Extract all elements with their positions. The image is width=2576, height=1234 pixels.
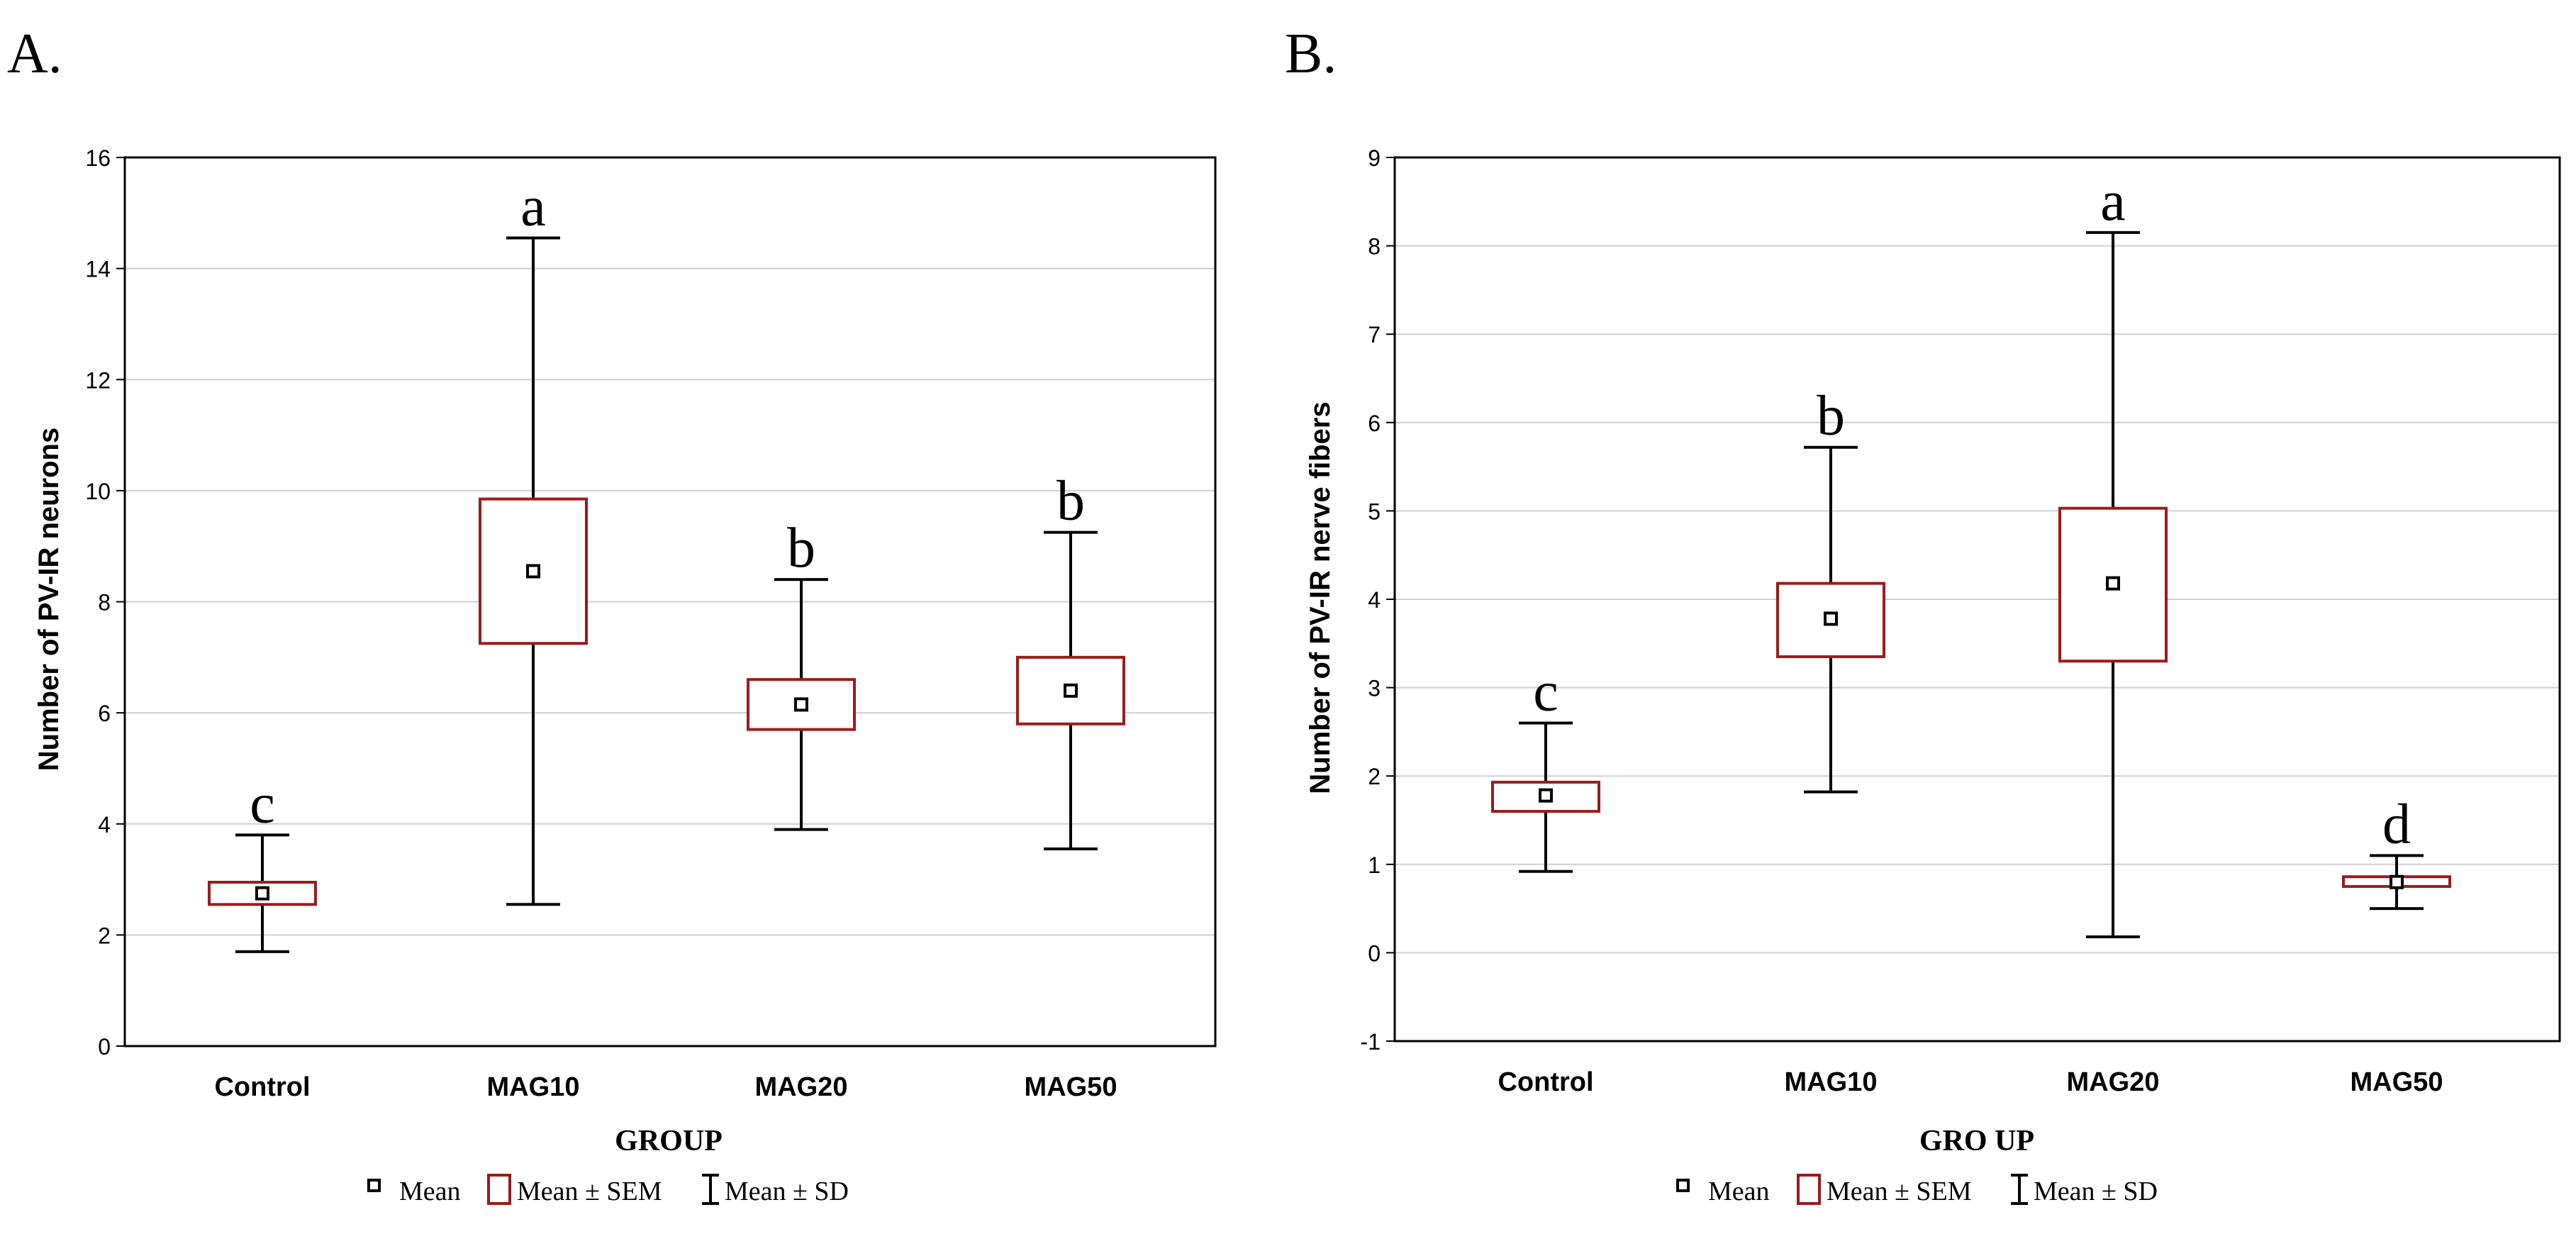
y-tick-label: 7 bbox=[1368, 322, 1381, 348]
legend-sd-label: Mean ± SD bbox=[2034, 1177, 2158, 1206]
legend-mean-icon bbox=[367, 1179, 381, 1192]
y-tick-label: 16 bbox=[85, 145, 111, 171]
panel-b: B. -1 0 1 2 3 4 5 6 7 8 9 c b a d Control MAG10 MAG20 MA… bbox=[1285, 23, 2561, 1206]
y-tick-label: 6 bbox=[98, 701, 111, 726]
panel-a-x-axis-label: GROUP bbox=[615, 1125, 723, 1157]
panel-b-label: B. bbox=[1285, 23, 1337, 85]
legend-mean-icon bbox=[1676, 1179, 1690, 1192]
x-tick-label: MAG50 bbox=[1025, 1072, 1117, 1102]
y-tick-label: 4 bbox=[98, 812, 111, 838]
x-tick-label: Control bbox=[214, 1072, 310, 1102]
mean-marker bbox=[1539, 788, 1553, 803]
panel-a-gridlines bbox=[125, 267, 1215, 936]
mean-marker bbox=[1824, 611, 1838, 626]
panel-a-legend: Mean Mean ± SEM Mean ± SD bbox=[367, 1174, 849, 1206]
panel-b-y-axis: -1 0 1 2 3 4 5 6 7 8 9 bbox=[1361, 145, 1395, 1055]
y-tick-label: 10 bbox=[85, 479, 111, 504]
y-tick-label: 0 bbox=[98, 1034, 111, 1060]
significance-letter: d bbox=[2382, 793, 2411, 855]
legend-sd-icon bbox=[702, 1174, 719, 1205]
x-tick-label: Control bbox=[1498, 1067, 1593, 1097]
x-tick-label: MAG10 bbox=[1785, 1067, 1878, 1097]
y-tick-label: 1 bbox=[1368, 852, 1381, 878]
panel-b-plot-frame bbox=[1393, 156, 2561, 1043]
y-tick-label: 2 bbox=[98, 923, 111, 948]
y-tick-label: 12 bbox=[85, 367, 111, 393]
y-tick-label: 5 bbox=[1368, 499, 1381, 524]
mean-marker bbox=[2106, 576, 2120, 591]
significance-letter: c bbox=[250, 772, 275, 835]
significance-letter: a bbox=[2100, 170, 2126, 233]
mean-marker bbox=[526, 564, 540, 579]
panel-b-gridlines bbox=[1395, 245, 2560, 954]
panel-a-y-axis: 0 2 4 6 8 10 12 14 16 bbox=[85, 145, 125, 1060]
significance-letter: c bbox=[1533, 660, 1559, 723]
x-tick-label: MAG10 bbox=[487, 1072, 580, 1102]
legend-sd-label: Mean ± SD bbox=[725, 1177, 849, 1206]
x-tick-label: MAG50 bbox=[2351, 1067, 2443, 1097]
panel-b-x-axis-label: GRO UP bbox=[1919, 1125, 2034, 1157]
significance-letter: b bbox=[787, 517, 815, 579]
legend-sem-icon bbox=[487, 1174, 511, 1205]
legend-sem-icon bbox=[1797, 1174, 1821, 1205]
panel-b-legend: Mean Mean ± SEM Mean ± SD bbox=[1676, 1174, 2158, 1206]
significance-letter: b bbox=[1817, 385, 1845, 448]
panel-b-x-tick-labels: Control MAG10 MAG20 MAG50 bbox=[1498, 1067, 2443, 1097]
y-tick-label: 6 bbox=[1368, 411, 1381, 436]
y-tick-label: 14 bbox=[85, 257, 111, 282]
y-tick-label: 2 bbox=[1368, 764, 1381, 789]
legend-sem-label: Mean ± SEM bbox=[517, 1177, 662, 1206]
mean-marker bbox=[1064, 683, 1078, 698]
mean-marker bbox=[2390, 874, 2404, 889]
significance-letter: a bbox=[520, 176, 546, 238]
panel-a-x-tick-labels: Control MAG10 MAG20 MAG50 bbox=[214, 1072, 1117, 1102]
panel-a-plot-marks: c a b b bbox=[208, 176, 1125, 953]
panel-a-plot-frame bbox=[123, 156, 1217, 1047]
legend-sem-label: Mean ± SEM bbox=[1827, 1177, 1972, 1206]
y-tick-label: 8 bbox=[1368, 234, 1381, 260]
y-tick-label: -1 bbox=[1361, 1029, 1381, 1055]
mean-marker bbox=[794, 697, 808, 712]
panel-a-y-axis-label: Number of PV-IR neurons bbox=[33, 428, 65, 772]
panel-b-plot-marks: c b a d bbox=[1491, 170, 2451, 938]
panel-a-label: A. bbox=[7, 23, 62, 85]
legend-sd-icon bbox=[2011, 1174, 2028, 1205]
panel-a: A. 0 2 4 6 8 10 12 14 16 c a b b Control MAG10 MAG20 M… bbox=[7, 23, 1217, 1206]
y-tick-label: 0 bbox=[1368, 940, 1381, 966]
legend-mean-label: Mean bbox=[1708, 1177, 1770, 1206]
y-tick-label: 3 bbox=[1368, 676, 1381, 701]
x-tick-label: MAG20 bbox=[755, 1072, 848, 1102]
y-tick-label: 8 bbox=[98, 590, 111, 616]
x-tick-label: MAG20 bbox=[2067, 1067, 2160, 1097]
panel-b-y-axis-label: Number of PV-IR nerve fibers bbox=[1305, 401, 1336, 794]
y-tick-label: 9 bbox=[1368, 145, 1381, 171]
mean-marker bbox=[255, 886, 269, 901]
significance-letter: b bbox=[1056, 470, 1085, 533]
legend-mean-label: Mean bbox=[399, 1177, 461, 1206]
y-tick-label: 4 bbox=[1368, 587, 1381, 613]
